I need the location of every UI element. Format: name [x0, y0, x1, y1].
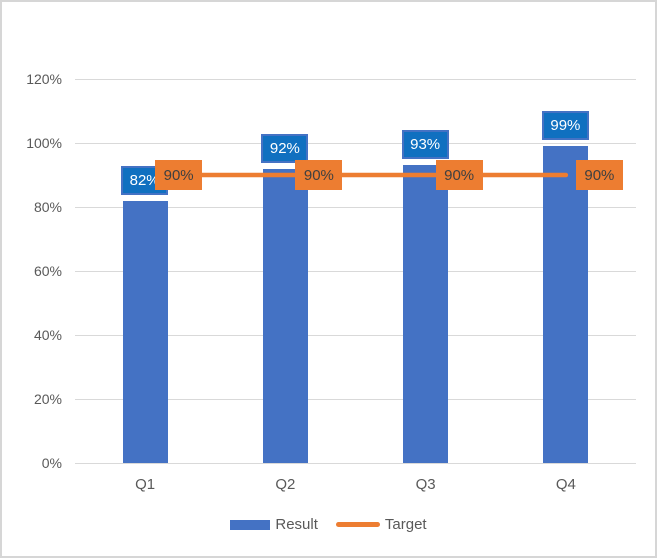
y-axis-tick-80%: 80% — [33, 199, 62, 215]
y-axis-tick-0%: 0% — [41, 455, 62, 471]
gridline-60% — [75, 270, 636, 272]
y-axis-tick-60%: 60% — [33, 263, 62, 279]
legend-label-target: Target — [384, 516, 427, 533]
result-swatch-icon — [230, 519, 271, 530]
bar-q2[interactable] — [262, 168, 308, 463]
gridline-80% — [75, 206, 636, 208]
gridline-40% — [75, 334, 636, 336]
legend-label-result: Result — [275, 516, 318, 533]
legend-item-result[interactable]: Result — [230, 516, 318, 533]
data-label-result-q4[interactable]: 99% — [541, 111, 589, 141]
x-axis-label-q4: Q4 — [555, 476, 576, 493]
y-axis-tick-20%: 20% — [33, 391, 62, 407]
data-label-target-q1[interactable]: 90% — [155, 160, 203, 190]
target-swatch-icon — [335, 522, 380, 527]
bar-q3[interactable] — [403, 165, 449, 463]
gridline-120% — [75, 78, 636, 80]
gridline-100% — [75, 142, 636, 144]
gridline-0% — [75, 462, 636, 464]
x-axis-label-q2: Q2 — [275, 476, 296, 493]
legend-item-target[interactable]: Target — [335, 516, 427, 533]
bar-q4[interactable] — [543, 146, 589, 463]
y-axis-tick-100%: 100% — [26, 135, 62, 151]
data-label-target-q3[interactable]: 90% — [435, 160, 483, 190]
legend: Result Target — [2, 516, 655, 533]
data-label-target-q4[interactable]: 90% — [575, 160, 623, 190]
x-axis-label-q3: Q3 — [415, 476, 436, 493]
y-axis-tick-120%: 120% — [26, 71, 62, 87]
data-label-result-q2[interactable]: 92% — [261, 133, 309, 163]
bar-q1[interactable] — [122, 200, 168, 463]
y-axis-tick-40%: 40% — [33, 327, 62, 343]
data-label-target-q2[interactable]: 90% — [295, 160, 343, 190]
x-axis-label-q1: Q1 — [135, 476, 156, 493]
gridline-20% — [75, 398, 636, 400]
data-label-result-q3[interactable]: 93% — [401, 130, 449, 160]
